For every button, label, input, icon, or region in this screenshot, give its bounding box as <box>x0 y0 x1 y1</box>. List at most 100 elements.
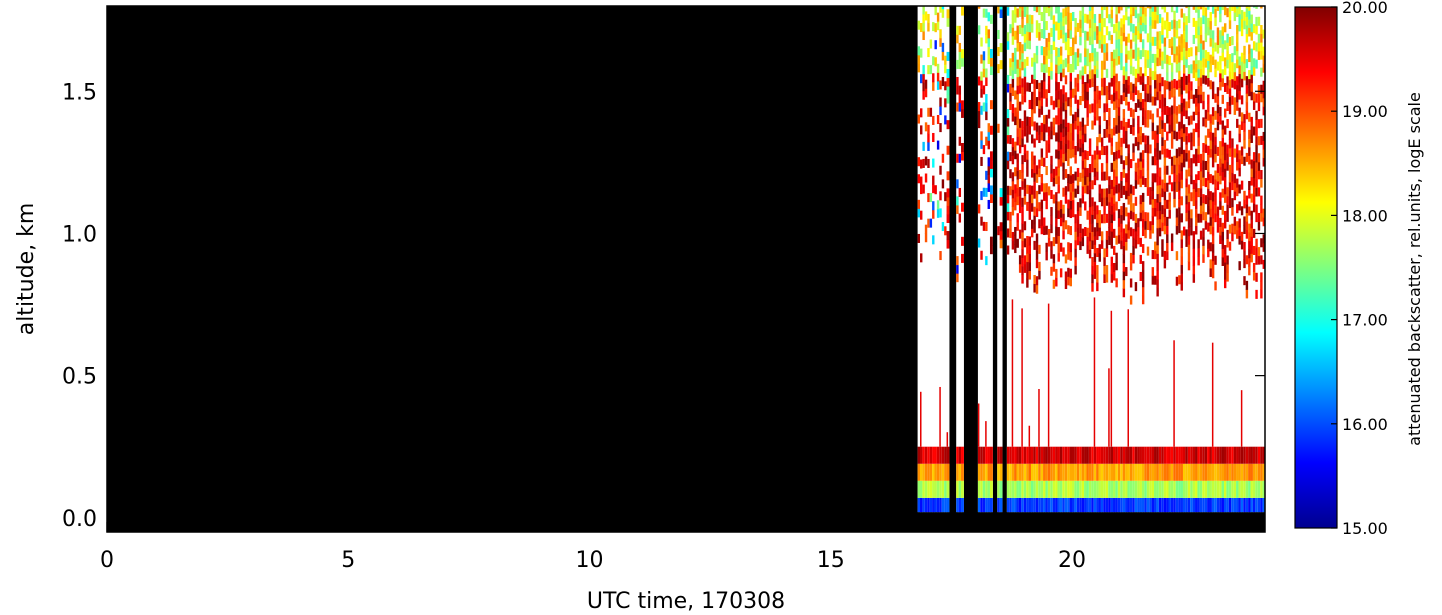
cloud-cell <box>1168 21 1172 31</box>
cloud-cell <box>1016 34 1020 44</box>
cloud-cell <box>1115 39 1119 49</box>
surface-layer-cell <box>929 497 933 513</box>
x-tick-label: 5 <box>341 548 355 573</box>
cloud-cell <box>1105 162 1109 172</box>
cloud-cell <box>1091 18 1095 28</box>
cloud-cell <box>1064 134 1068 145</box>
cloud-cell <box>1156 82 1160 92</box>
cloud-cell <box>1180 196 1184 206</box>
data-column <box>1255 6 1259 513</box>
cloud-cell <box>1139 135 1143 145</box>
cloud-cell <box>1182 107 1186 117</box>
cloud-cell <box>1055 21 1059 31</box>
cloud-cell <box>1072 46 1075 56</box>
cloud-cell <box>917 157 921 167</box>
cloud-cell <box>1134 51 1138 61</box>
cloud-cell <box>1190 81 1194 91</box>
cloud-cell <box>1014 235 1018 245</box>
cloud-cell <box>1091 231 1095 241</box>
no-signal-cell <box>1168 6 1172 513</box>
cloud-cell <box>1021 10 1025 20</box>
cloud-cell <box>1067 54 1071 64</box>
cloud-cell <box>1096 230 1100 240</box>
cloud-cell <box>1245 110 1249 120</box>
cloud-cell <box>1149 144 1153 154</box>
cloud-cell <box>1098 30 1102 40</box>
data-column <box>1240 6 1244 513</box>
cloud-cell <box>999 60 1003 70</box>
cloud-cell <box>1190 175 1194 185</box>
surface-layer-cell <box>920 446 923 464</box>
no-signal-cell <box>1086 6 1090 513</box>
cloud-cell <box>1050 44 1054 55</box>
cloud-cell <box>1228 181 1232 192</box>
cloud-cell <box>1248 129 1252 139</box>
cloud-cell <box>1161 213 1165 223</box>
cloud-cell <box>1175 46 1179 56</box>
cloud-cell <box>1088 61 1092 71</box>
cloud-cell <box>1134 26 1138 36</box>
data-column <box>1030 6 1034 513</box>
surface-layer-cell <box>1257 480 1261 498</box>
surface-layer-cell <box>961 480 964 498</box>
cloud-cell <box>1197 188 1201 198</box>
surface-layer-cell <box>987 463 991 481</box>
cloud-cell <box>927 141 931 151</box>
cloud-cell <box>1079 53 1083 63</box>
cloud-cell <box>1064 143 1068 153</box>
cloud-cell <box>1180 153 1184 163</box>
no-signal-cell <box>1105 6 1109 513</box>
cloud-cell <box>1035 54 1039 64</box>
cloud-cell <box>1100 6 1104 11</box>
surface-layer-cell <box>1043 463 1046 481</box>
cloud-cell <box>1069 106 1073 116</box>
cloud-cell <box>1045 225 1049 235</box>
cloud-cell <box>1074 86 1078 96</box>
surface-layer-cell <box>1219 446 1223 464</box>
cloud-cell <box>1113 126 1116 136</box>
surface-layer-cell <box>985 463 989 481</box>
cloud-cell <box>1209 12 1213 22</box>
cloud-cell <box>1026 201 1030 211</box>
surface-layer-cell <box>1110 446 1114 464</box>
cloud-cell <box>1059 46 1063 56</box>
cloud-cell <box>1127 101 1131 111</box>
surface-layer-cell <box>977 480 981 498</box>
cloud-cell <box>1141 47 1145 57</box>
cloud-cell <box>1006 194 1010 204</box>
surface-layer-cell <box>1064 497 1068 513</box>
cloud-cell <box>1050 215 1054 225</box>
cloud-cell <box>1144 58 1148 68</box>
surface-layer-cell <box>1062 463 1066 481</box>
no-signal-cell <box>1173 6 1177 513</box>
cloud-cell <box>1151 113 1155 123</box>
cloud-cell <box>1117 106 1121 116</box>
no-signal-cell <box>1185 6 1189 513</box>
surface-layer-cell <box>987 446 991 464</box>
cloud-cell <box>1250 91 1254 101</box>
surface-layer-cell <box>1137 497 1141 513</box>
cloud-cell <box>1035 165 1039 175</box>
cloud-cell <box>1086 185 1090 195</box>
cloud-cell <box>929 107 933 117</box>
surface-layer-cell <box>1173 463 1177 481</box>
cloud-cell <box>1166 114 1169 124</box>
cloud-cell <box>1105 273 1109 283</box>
cloud-cell <box>1064 194 1068 204</box>
cloud-cell <box>956 59 960 69</box>
surface-layer-cell <box>1030 497 1034 513</box>
cloud-cell <box>1011 35 1015 45</box>
cloud-cell <box>1057 252 1061 262</box>
cloud-cell <box>1216 44 1220 54</box>
cloud-cell <box>1033 164 1037 174</box>
cloud-cell <box>1047 186 1051 196</box>
cloud-cell <box>1255 170 1259 180</box>
cloud-cell <box>1139 6 1143 9</box>
cloud-cell <box>1231 155 1235 165</box>
data-column <box>1062 6 1066 513</box>
cloud-cell <box>1170 131 1174 141</box>
cloud-cell <box>1178 62 1182 72</box>
cloud-cell <box>1047 32 1051 42</box>
cloud-cell <box>1064 220 1068 230</box>
cloud-cell <box>1139 203 1143 213</box>
